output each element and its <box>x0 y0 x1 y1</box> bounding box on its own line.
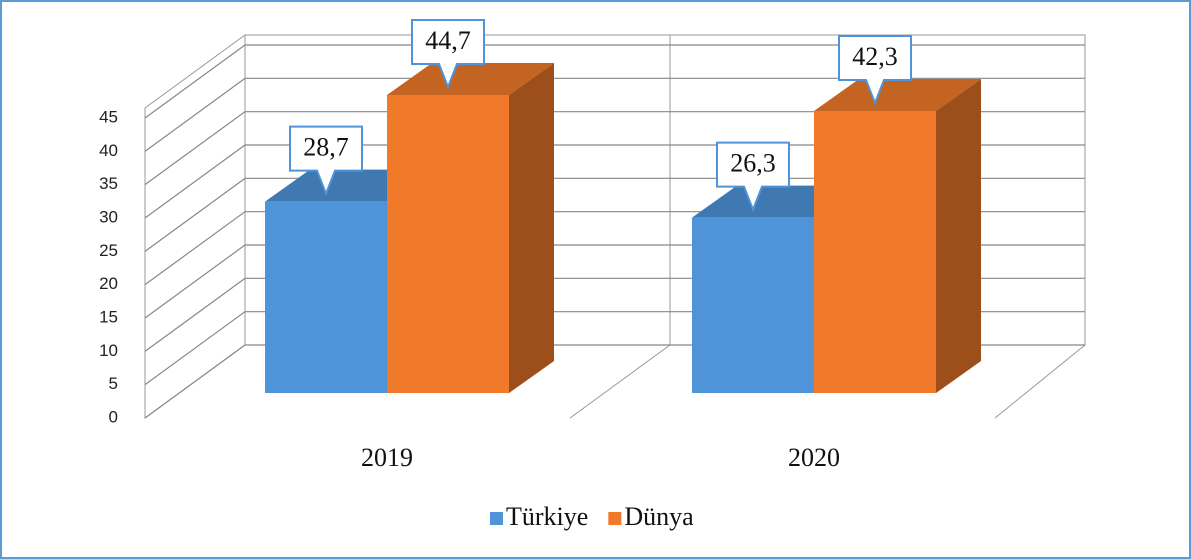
x-tick-label: 2020 <box>788 443 840 472</box>
data-label: 28,7 <box>303 133 349 162</box>
grid-line <box>144 144 1085 219</box>
bar-front <box>387 95 509 393</box>
data-label: 42,3 <box>852 42 898 71</box>
data-label: 44,7 <box>425 26 471 55</box>
callout <box>411 19 485 90</box>
legend-swatch <box>608 512 622 525</box>
bar-side-shade <box>936 79 981 393</box>
callout <box>838 35 912 106</box>
bar <box>387 63 554 393</box>
legend-label: Dünya <box>624 502 694 531</box>
bar <box>814 79 981 393</box>
bar-top <box>387 63 554 95</box>
bar-top-shade <box>814 79 981 111</box>
legend-swatch <box>490 512 503 525</box>
bar-front <box>265 201 387 393</box>
bar-side <box>936 79 981 393</box>
callout <box>716 141 790 213</box>
y-tick-label: 35 <box>99 174 118 193</box>
bar-front <box>692 217 814 393</box>
floor-divider <box>569 344 671 419</box>
bar-side <box>509 63 554 393</box>
y-tick-label: 15 <box>99 307 118 326</box>
data-label: 26,3 <box>730 149 776 178</box>
grid-line <box>144 44 1085 119</box>
callout <box>289 125 363 197</box>
grid-line <box>144 77 1085 152</box>
y-tick-label: 30 <box>99 207 118 226</box>
y-tick-label: 10 <box>99 341 118 360</box>
y-tick-label: 25 <box>99 241 118 260</box>
bar-side-shade <box>509 63 554 393</box>
bar-top-shade <box>387 63 554 95</box>
floor-edge <box>994 344 1086 419</box>
y-tick-label: 0 <box>109 407 118 426</box>
bar-top <box>814 79 981 111</box>
y-tick-label: 45 <box>99 107 118 126</box>
legend-label: Türkiye <box>506 502 588 531</box>
grid-line <box>144 177 1085 252</box>
y-tick-label: 40 <box>99 141 118 160</box>
x-tick-label: 2019 <box>361 443 413 472</box>
y-tick-label: 20 <box>99 274 118 293</box>
grid-line <box>144 111 1085 186</box>
bar-front <box>814 111 936 393</box>
y-tick-label: 5 <box>109 374 118 393</box>
